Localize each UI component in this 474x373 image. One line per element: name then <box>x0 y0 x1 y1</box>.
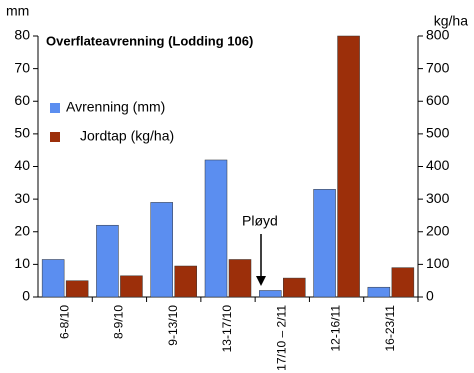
y-tick-label: 60 <box>14 92 30 108</box>
y2-axis-label: kg/ha <box>434 13 468 29</box>
legend-swatch <box>50 132 60 142</box>
bar <box>204 159 228 298</box>
bar <box>283 277 306 298</box>
annotation: Pløyd <box>242 213 278 229</box>
x-tick-label: 16-23/11 <box>383 305 397 352</box>
bar <box>367 286 391 298</box>
y2-tick-label: 700 <box>426 59 450 75</box>
x-tick-label: 6-8/10 <box>57 305 71 339</box>
y2-tick-label: 600 <box>426 92 450 108</box>
y-tick-label: 30 <box>14 190 30 206</box>
bar <box>259 290 282 298</box>
y2-tick-label: 200 <box>426 222 450 238</box>
bar <box>228 259 252 298</box>
bar <box>150 202 173 298</box>
y2-tick-label: 0 <box>426 288 434 304</box>
x-tick-label: 17/10 – 2/11 <box>274 305 288 371</box>
bar <box>391 267 415 298</box>
bar <box>96 224 119 298</box>
y2-tick-label: 800 <box>426 27 450 43</box>
legend-label: Avrenning (mm) <box>66 99 165 115</box>
legend-swatch <box>50 103 60 113</box>
y-tick-label: 20 <box>14 222 30 238</box>
bar <box>120 275 143 298</box>
y2-tick-label: 100 <box>426 255 450 271</box>
x-tick-label: 9-13/10 <box>166 305 180 346</box>
x-tick-label: 13-17/10 <box>220 305 234 353</box>
bar <box>337 35 360 298</box>
y-tick-label: 40 <box>14 157 30 173</box>
y-tick-label: 10 <box>14 255 30 271</box>
y-tick-label: 80 <box>14 27 30 43</box>
bar <box>174 265 197 298</box>
legend-label: Jordtap (kg/ha) <box>80 128 174 144</box>
y-tick-label: 50 <box>14 125 30 141</box>
x-tick-label: 8-9/10 <box>112 305 126 339</box>
y-axis-label: mm <box>6 3 29 19</box>
bar <box>313 189 336 298</box>
annotation-arrowhead <box>256 276 266 286</box>
bar <box>65 280 89 298</box>
y2-tick-label: 300 <box>426 190 450 206</box>
x-tick-label: 12-16/11 <box>329 305 343 352</box>
chart-title: Overflateavrenning (Lodding 106) <box>46 33 253 48</box>
y-tick-label: 70 <box>14 59 30 75</box>
y2-tick-label: 400 <box>426 157 450 173</box>
y-tick-label: 0 <box>22 288 30 304</box>
bar <box>41 259 65 298</box>
y2-tick-label: 500 <box>426 125 450 141</box>
